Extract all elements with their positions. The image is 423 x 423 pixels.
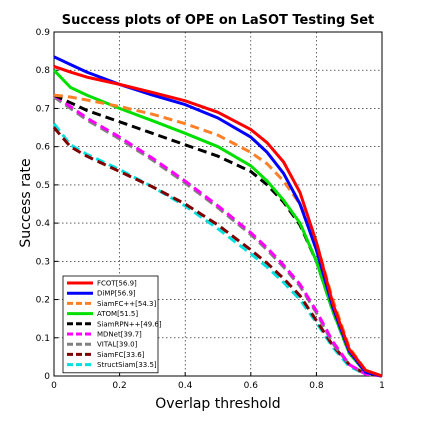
legend-label-5: MDNet[39.7] [97, 331, 142, 339]
series-line-0 [53, 64, 383, 378]
x-tick-label: 0.2 [112, 381, 126, 391]
x-axis-label: Overlap threshold [155, 396, 280, 412]
x-tick-label: 0 [51, 381, 57, 391]
series-line-8 [52, 122, 383, 378]
y-tick-label: 0.4 [36, 219, 51, 229]
x-tick-label: 0.6 [244, 381, 259, 391]
y-tick-label: 0.1 [36, 334, 50, 344]
series-line-2 [53, 93, 383, 378]
y-tick-label: 0.5 [36, 181, 50, 191]
y-axis-label: Success rate [18, 158, 34, 247]
x-tick-label: 0.4 [178, 381, 193, 391]
y-tick-label: 0.6 [36, 143, 51, 153]
legend: FCOT[56.9] DiMP[56.9] SiamFC++[54.3] ATOM[5… [62, 275, 162, 374]
series-line-6 [53, 95, 383, 378]
series-line-5 [53, 93, 383, 378]
y-tick-label: 0 [44, 372, 50, 382]
y-tick-label: 0.8 [36, 66, 51, 76]
legend-label-1: DiMP[56.9] [97, 290, 136, 298]
x-tick-label: 1 [379, 381, 385, 391]
legend-label-4: SiamRPN++[49.6] [97, 320, 162, 328]
y-tick-label: 0.3 [36, 257, 50, 267]
legend-label-3: ATOM[51.5] [97, 310, 138, 318]
series-lines [52, 55, 383, 378]
legend-label-0: FCOT[56.9] [97, 280, 137, 288]
legend-label-2: SiamFC++[54.3] [97, 300, 156, 308]
tick-labels: 0 0.2 0.4 0.6 0.8 1 0 0.1 0.2 0.3 0.4 0.5 0.6 0.7 0.8 0… [36, 28, 385, 391]
axes [53, 31, 383, 377]
plot-frame [53, 31, 383, 377]
legend-label-6: VITAL[39.0] [97, 341, 138, 349]
legend-label-8: StructSiam[33.5] [97, 361, 157, 369]
y-tick-label: 0.9 [36, 28, 51, 38]
y-tick-label: 0.7 [36, 104, 50, 114]
y-tick-label: 0.2 [36, 296, 50, 306]
chart-title: Success plots of OPE on LaSOT Testing Se… [62, 13, 375, 28]
series-line-7 [52, 126, 383, 378]
x-tick-label: 0.8 [309, 381, 324, 391]
legend-label-7: SiamFC[33.6] [97, 351, 145, 359]
